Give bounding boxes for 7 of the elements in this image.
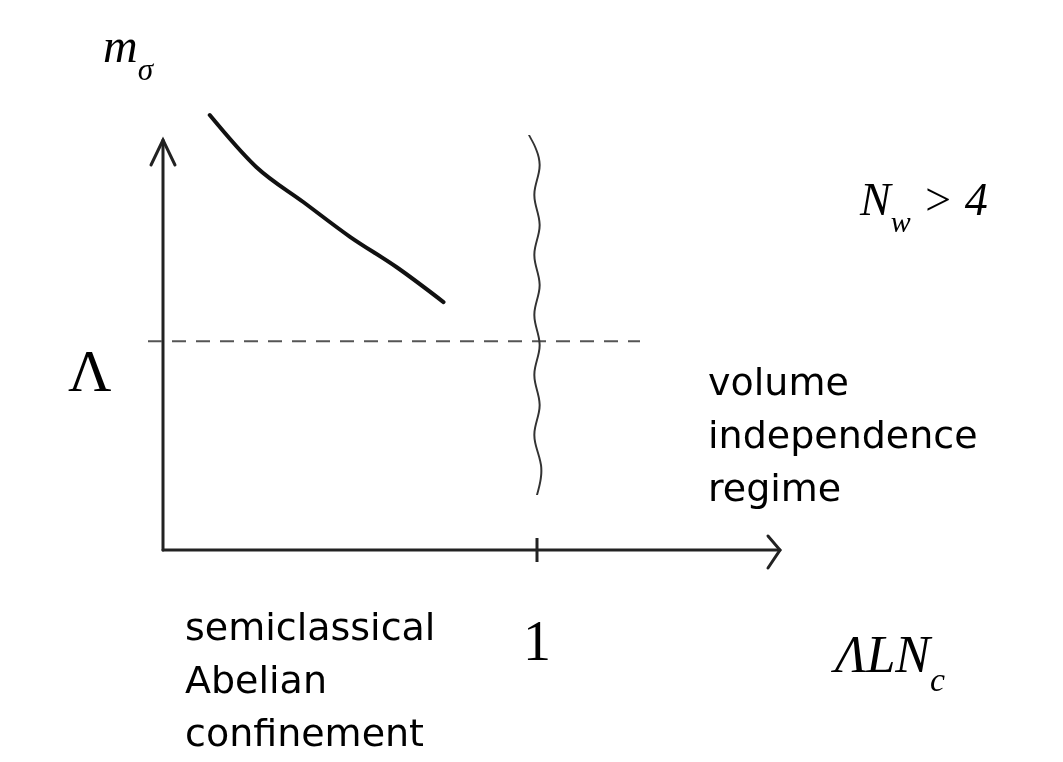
text: 1 <box>523 610 551 672</box>
x-axis-title: ΛLN$_{c}$ <box>830 626 946 698</box>
ref-line-label: Λ <box>68 338 112 405</box>
annotation: volume independence regime <box>708 360 978 511</box>
text: semiclassical Abelian confinement <box>185 605 436 756</box>
y-axis-title: m$_{σ}$ <box>103 19 155 87</box>
text: N$_{w}$ > 4 <box>859 174 988 238</box>
